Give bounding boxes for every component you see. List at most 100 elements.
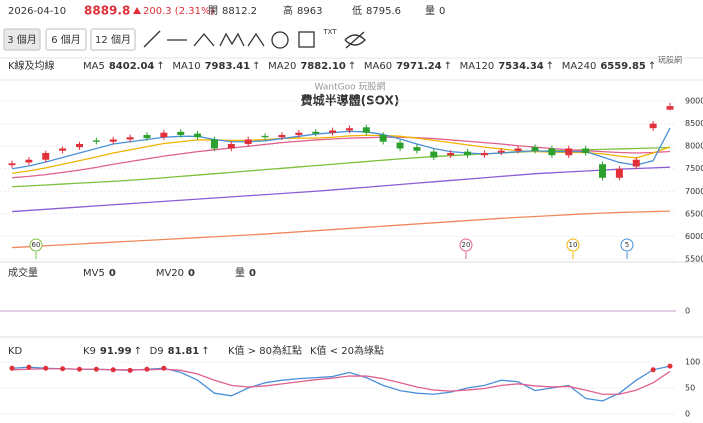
line <box>11 210 671 249</box>
candle-body <box>632 159 640 167</box>
price: 8889.8 <box>84 4 130 18</box>
marker-label: 60 <box>32 241 41 249</box>
trend-arrow: ↑ <box>648 61 656 72</box>
logo: 玩股網 <box>658 55 682 65</box>
candle-body <box>565 148 573 156</box>
kd-note: K值 > 80為紅點 <box>228 344 302 357</box>
candle-body <box>25 159 33 163</box>
watermark: WantGoo 玩股網 <box>315 81 386 93</box>
legend-value: 7971.24 <box>396 61 442 72</box>
k-dot <box>144 366 150 372</box>
candle-body <box>143 134 151 139</box>
k-dot <box>110 367 116 373</box>
change: 200.3 (2.31%) <box>143 6 214 17</box>
kd-note: K值 < 20為綠點 <box>310 344 384 357</box>
candle-body <box>548 148 556 156</box>
k-dot <box>43 365 49 371</box>
candle-body <box>329 130 337 133</box>
legend-name: MA5 <box>83 61 105 72</box>
tool-line[interactable] <box>143 30 161 48</box>
k-dot <box>26 364 32 370</box>
line <box>11 127 671 170</box>
tool-circle[interactable] <box>271 31 289 49</box>
candle-body <box>362 127 370 133</box>
trend-arrow: ↑ <box>348 61 356 72</box>
chart-title: 費城半導體(SOX) <box>301 93 400 108</box>
candle-body <box>396 142 404 149</box>
candle-body <box>582 148 590 153</box>
tool-text[interactable]: TXT <box>322 28 337 36</box>
trend-arrow: ↑ <box>134 346 142 357</box>
trend-arrow: ↑ <box>546 61 554 72</box>
range-label: 3 個月 <box>7 33 37 46</box>
tool-abc[interactable] <box>247 32 265 47</box>
toolbar <box>3 28 366 51</box>
k-dot <box>127 367 133 373</box>
y-tick-label: 9000 <box>685 97 703 106</box>
candle-body <box>514 148 522 151</box>
y-tick-label: 0 <box>685 307 690 316</box>
k-dot <box>161 365 167 371</box>
range-button[interactable] <box>90 28 136 51</box>
candle-body <box>210 139 218 149</box>
trend-arrow: ↑ <box>444 61 452 72</box>
candle-body <box>480 152 488 156</box>
trend-arrow: ↑ <box>252 61 260 72</box>
legend-value: 91.99 <box>100 346 132 357</box>
candle-body <box>227 143 235 149</box>
marker-label: 5 <box>625 241 629 249</box>
legend-value: 7983.41 <box>205 61 251 72</box>
tool-wave[interactable] <box>219 32 245 47</box>
candle-body <box>194 133 202 138</box>
candle-body <box>430 151 438 158</box>
candle-body <box>312 131 320 134</box>
candle-body <box>464 151 472 156</box>
candle-body <box>109 139 117 142</box>
marker <box>566 238 580 252</box>
legend-value: 0 <box>188 268 195 279</box>
candle-body <box>531 147 539 151</box>
volume-label: 量 <box>425 5 435 17</box>
tool-rect[interactable] <box>298 31 315 48</box>
range-label: 6 個月 <box>51 33 81 46</box>
open: 8812.2 <box>222 6 257 17</box>
low: 8795.6 <box>366 6 401 17</box>
line <box>11 368 671 395</box>
candle-body <box>599 164 607 178</box>
legend-name: MV5 <box>83 268 105 279</box>
candle-body <box>59 148 67 151</box>
candle-body <box>126 137 134 140</box>
high: 8963 <box>297 6 322 17</box>
high-label: 高 <box>283 4 293 17</box>
y-tick-label: 7000 <box>685 187 703 196</box>
legend-value: 6559.85 <box>600 61 646 72</box>
open-label: 開 <box>208 5 218 17</box>
legend-value: 81.81 <box>168 346 200 357</box>
legend-value: 8402.04 <box>109 61 155 72</box>
line <box>11 166 671 213</box>
candle-body <box>75 143 83 148</box>
tool-hide[interactable] <box>344 31 366 49</box>
legend-name: MA10 <box>172 61 200 72</box>
k-dot <box>93 366 99 372</box>
candle-body <box>615 168 623 178</box>
legend-name: MV20 <box>156 268 184 279</box>
k-dot <box>60 366 66 372</box>
candle-body <box>278 134 286 138</box>
legend-title: K線及均線 <box>8 59 55 72</box>
volume: 0 <box>439 6 445 17</box>
tool-angle[interactable] <box>193 32 215 47</box>
marker <box>29 238 43 252</box>
candle-body <box>8 163 16 166</box>
up-arrow <box>133 7 141 14</box>
y-tick-label: 50 <box>685 384 695 393</box>
marker-label: 20 <box>462 241 471 249</box>
legend-name: K9 <box>83 346 96 357</box>
candle-body <box>379 134 387 142</box>
legend-value: 7882.10 <box>300 61 346 72</box>
low-label: 低 <box>352 4 362 17</box>
trend-arrow: ↑ <box>201 346 209 357</box>
range-button[interactable] <box>3 28 41 51</box>
range-button[interactable] <box>45 28 87 51</box>
